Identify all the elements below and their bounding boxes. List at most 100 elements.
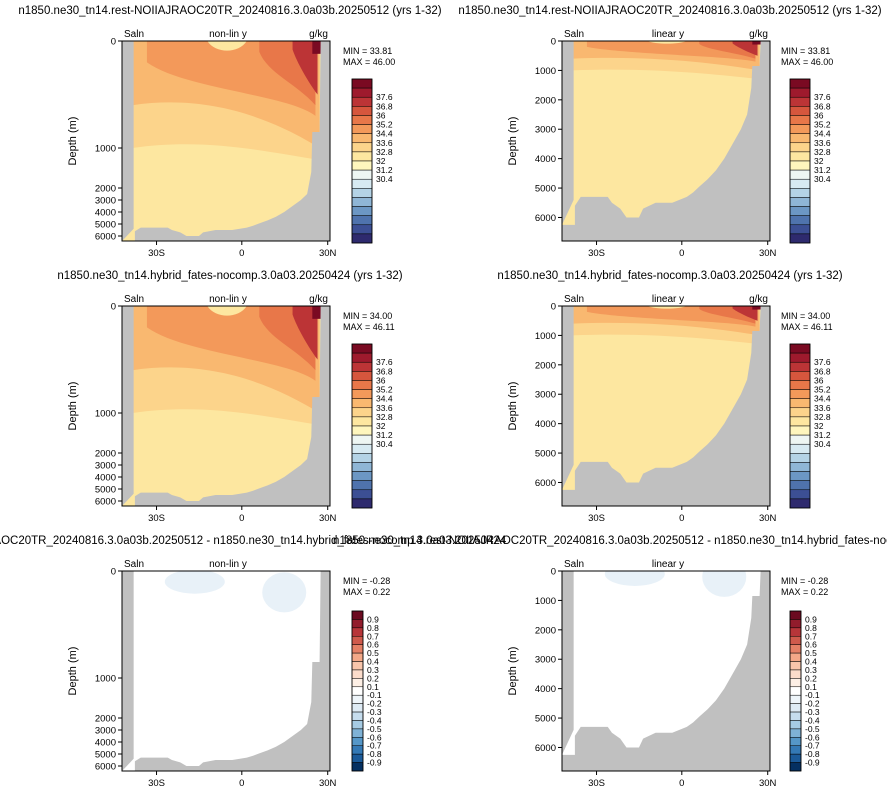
colorbar-tick-label: 36	[376, 110, 386, 120]
colorbar-box	[351, 142, 373, 153]
field-contour	[292, 306, 318, 360]
colorbar-tick-label: 34.4	[376, 129, 393, 139]
colorbar-box	[789, 453, 811, 463]
colorbar-tick-label: 30.4	[814, 174, 831, 184]
field-contour	[647, 306, 687, 309]
colorbar-tick-label: 36	[814, 110, 824, 120]
y-tick-label: 4000	[535, 154, 556, 165]
colorbar-box	[789, 480, 811, 491]
colorbar-tick-label: 37.6	[814, 92, 831, 102]
colorbar-frame	[789, 343, 811, 509]
field-contour	[262, 572, 307, 613]
colorbar-tick-label: 34.4	[814, 394, 831, 404]
colorbar-box	[789, 610, 802, 620]
colorbar-tick-label: 36.8	[814, 101, 831, 111]
colorbar-box	[789, 380, 811, 390]
panel-title: n1850.ne30_tn14.rest-NOIIAJRAOC20TR_2024…	[458, 5, 881, 17]
colorbar-tick-label: -0.8	[805, 749, 820, 759]
field-contour	[732, 41, 758, 56]
colorbar-box	[789, 233, 811, 244]
y-tick-label: 5000	[535, 449, 556, 460]
colorbar-box	[789, 498, 811, 509]
colorbar-box	[789, 160, 811, 171]
colorbar-box	[351, 661, 364, 671]
colorbar-box	[351, 462, 373, 472]
colorbar-box	[789, 636, 802, 645]
colorbar-tick-label: 35.2	[376, 385, 393, 395]
colorbar-tick-label: -0.5	[805, 724, 820, 734]
land-mask	[122, 571, 330, 771]
field-contour	[647, 41, 687, 44]
colorbar-box	[351, 498, 373, 509]
colorbar-tick-label: -0.9	[367, 758, 382, 768]
colorbar-tick-label: 0.1	[805, 682, 817, 692]
colorbar-box	[789, 124, 811, 134]
min-stat: MIN = 34.00	[781, 311, 830, 321]
colorbar-box	[351, 78, 373, 89]
colorbar-box	[351, 197, 373, 207]
colorbar-tick-label: 32.8	[376, 412, 393, 422]
y-tick-label: 5000	[535, 184, 556, 195]
panel-title: n1850.ne30_tn14.hybrid_fates-nocomp.3.0a…	[497, 270, 842, 282]
y-tick-label: 0	[111, 302, 116, 313]
scale-label: linear y	[652, 29, 684, 40]
y-tick-label: 2000	[95, 184, 116, 195]
colorbar-tick-label: -0.1	[805, 690, 820, 700]
colorbar-tick-label: 0.2	[367, 673, 379, 683]
y-tick-label: 4000	[535, 419, 556, 430]
colorbar-box	[351, 686, 364, 696]
colorbar-tick-label: 32.8	[376, 147, 393, 157]
colorbar-box	[789, 361, 811, 372]
y-tick-label: 6000	[95, 232, 116, 243]
variable-label: Saln	[564, 29, 584, 40]
colorbar-tick-label: 0.8	[805, 623, 817, 633]
colorbar-tick-label: 31.2	[814, 430, 831, 440]
colorbar-box	[789, 694, 802, 704]
max-stat: MAX = 46.00	[343, 57, 395, 67]
colorbar-box	[351, 762, 364, 772]
colorbar-box	[789, 489, 811, 500]
colorbar-box	[789, 197, 811, 207]
colorbar-box	[789, 711, 802, 721]
y-tick-label: 1000	[535, 596, 556, 607]
max-stat: MAX = 46.00	[781, 57, 833, 67]
colorbar-tick-label: 33.6	[376, 403, 393, 413]
scale-label: linear y	[652, 559, 684, 570]
colorbar-box	[789, 644, 802, 654]
colorbar-tick-label: 31.2	[814, 165, 831, 175]
colorbar-box	[789, 188, 811, 198]
colorbar-tick-label: -0.4	[367, 715, 382, 725]
colorbar-box	[351, 106, 373, 116]
min-stat: MIN = -0.28	[343, 576, 390, 586]
colorbar-tick-label: 32	[814, 156, 824, 166]
y-tick-label: 4000	[95, 473, 116, 484]
colorbar-box	[789, 627, 802, 637]
colorbar-tick-label: -0.7	[367, 741, 382, 751]
y-tick-label: 1000	[95, 674, 116, 685]
y-tick-label: 3000	[95, 196, 116, 207]
colorbar-tick-label: 32	[814, 421, 824, 431]
units-label: g/kg	[309, 294, 328, 305]
colorbar-box	[351, 371, 373, 381]
colorbar-box	[789, 115, 811, 125]
colorbar-box	[351, 728, 364, 738]
colorbar-box	[789, 371, 811, 381]
y-tick-label: 4000	[535, 684, 556, 695]
colorbar-tick-label: 0.5	[367, 648, 379, 658]
y-tick-label: 1000	[535, 331, 556, 342]
land-mask	[562, 571, 770, 771]
colorbar-box	[789, 87, 811, 98]
colorbar-box	[351, 610, 364, 620]
colorbar-box	[789, 425, 811, 436]
colorbar-box	[351, 407, 373, 418]
colorbar-tick-label: -0.8	[367, 749, 382, 759]
colorbar-box	[789, 151, 811, 162]
x-tick-label: 0	[239, 778, 244, 789]
scale-label: linear y	[652, 294, 684, 305]
field-contour	[732, 306, 758, 321]
colorbar-tick-label: 31.2	[376, 430, 393, 440]
